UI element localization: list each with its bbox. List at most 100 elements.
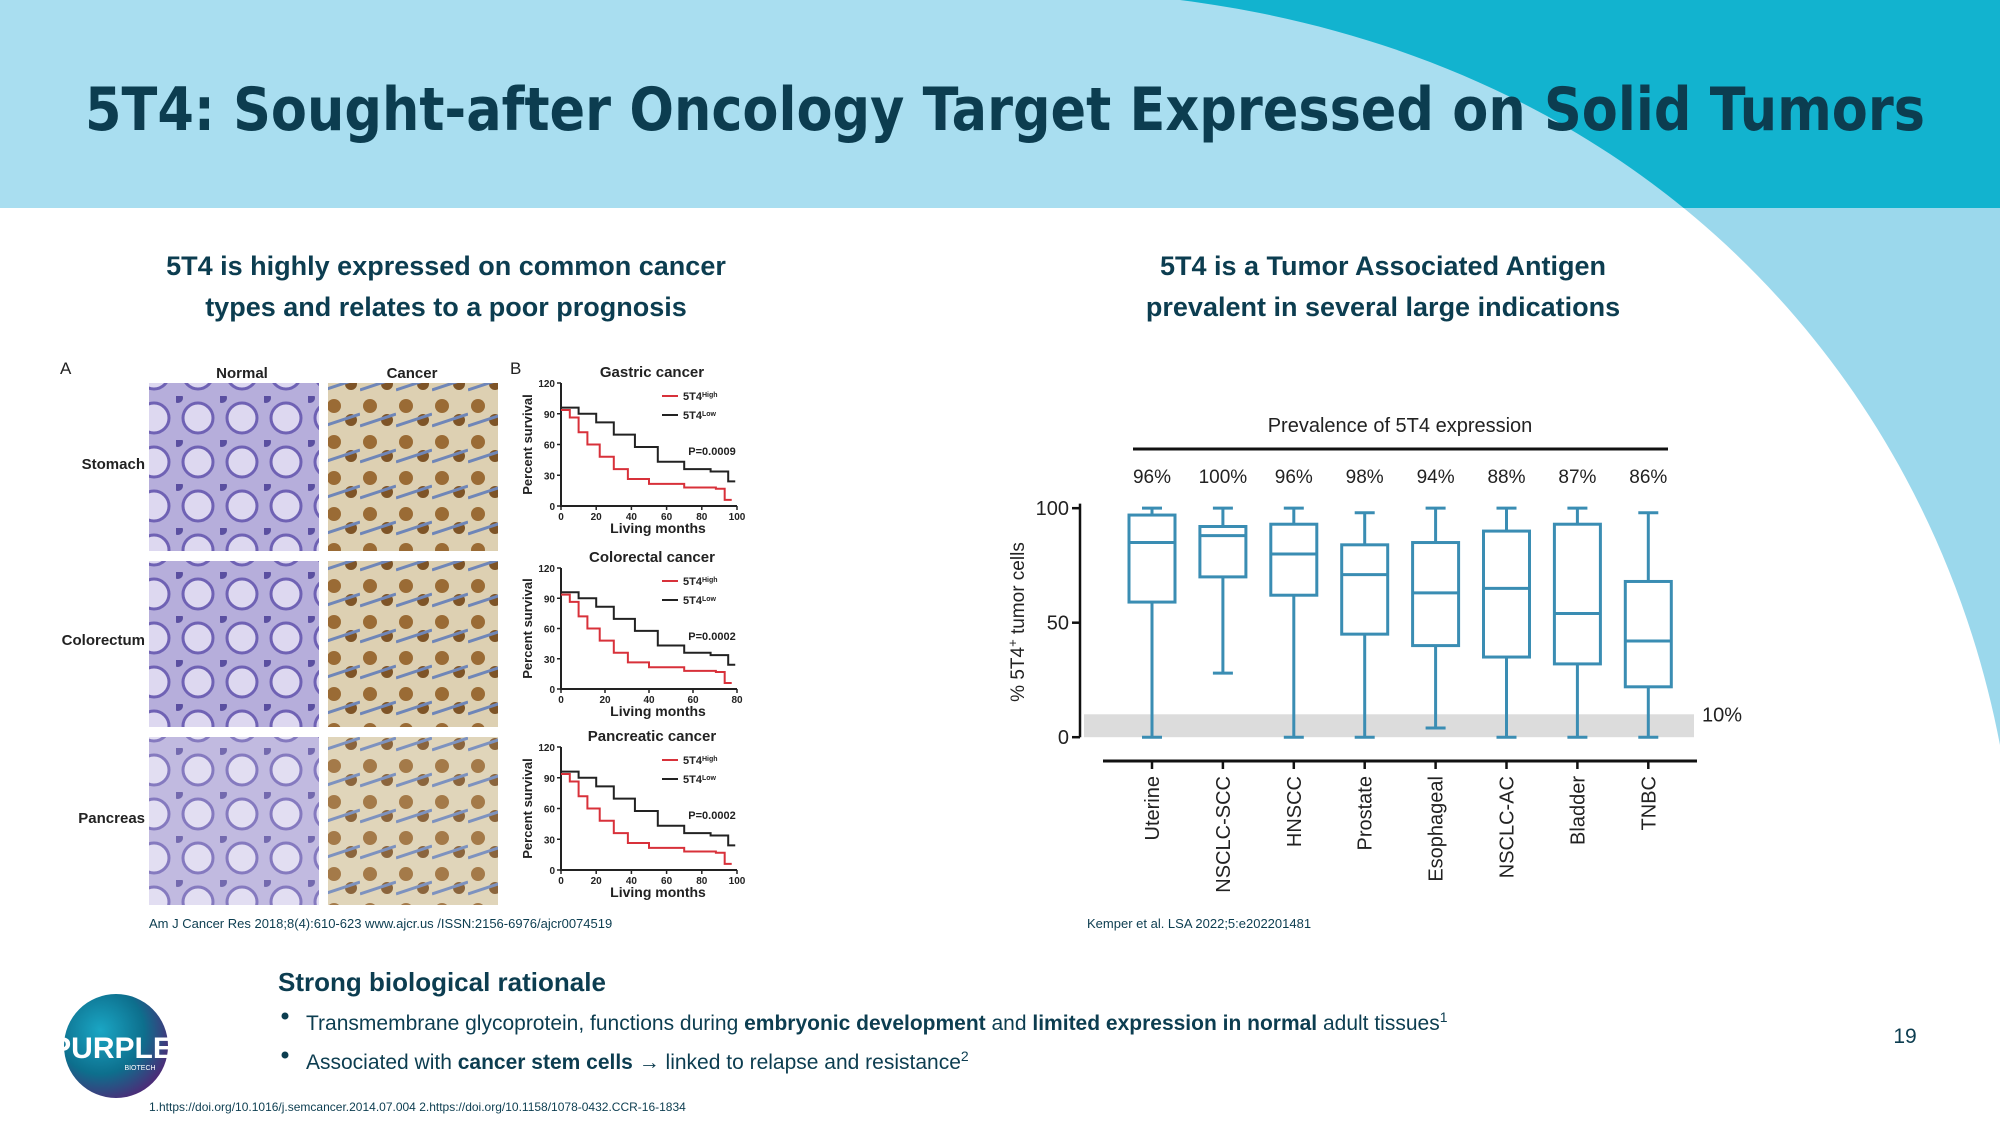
box	[1482, 529, 1531, 659]
x-tick-label: 0	[558, 695, 564, 706]
threshold-label: 10%	[1702, 704, 1742, 726]
legend-label: 5T4Low	[683, 595, 717, 607]
decor-arc-dark	[1180, 0, 2000, 208]
text-run: 1	[1440, 1009, 1448, 1025]
box	[1269, 522, 1319, 597]
y-tick-label: 0	[1058, 727, 1069, 749]
y-axis-label: Percent survival	[520, 758, 535, 858]
row-label: Stomach	[82, 456, 145, 473]
logo-text: PURPLE	[51, 1032, 173, 1065]
column-label: Cancer	[387, 365, 438, 382]
histology-image	[328, 383, 498, 551]
legend-sup: Low	[702, 775, 717, 782]
bullet-dot	[281, 1051, 289, 1059]
y-tick-label: 0	[549, 866, 555, 877]
threshold-band	[1084, 714, 1694, 738]
survival-curve	[561, 591, 736, 666]
panel-heading: types and relates to a poor prognosis	[205, 292, 687, 322]
logo-circle	[64, 994, 168, 1098]
prevalence-label: 98%	[1346, 467, 1384, 488]
survival-plots: Gastric cancer 0 30 60 90 120 0 20 40 60 80 100 Livi…	[520, 364, 746, 900]
legend-sup: Low	[702, 596, 717, 603]
x-tick-label: 60	[661, 512, 673, 523]
y-axis-label: Percent survival	[520, 578, 535, 678]
p-value: P=0.0009	[688, 446, 735, 458]
survival-curve	[561, 406, 736, 483]
x-axis-label: Living months	[610, 703, 706, 719]
x-tick-label: 40	[626, 876, 638, 887]
text-run: → linked to relapse and resistance	[633, 1051, 961, 1074]
category-label: NSCLC-SCC	[1213, 776, 1235, 893]
prevalence-label: 94%	[1417, 467, 1455, 488]
histology-image	[149, 383, 319, 551]
x-tick-label: 40	[643, 695, 655, 706]
x-tick-label: 20	[591, 876, 603, 887]
y-axis-label: % 5T4+ tumor cells	[1005, 542, 1030, 702]
logo-subtext: BIOTECH	[124, 1065, 155, 1072]
y-tick-label: 120	[538, 743, 555, 754]
legend-base: 5T4	[683, 410, 703, 422]
prevalence-label: 100%	[1199, 467, 1248, 488]
survival-curve	[561, 409, 732, 501]
legend-base: 5T4	[683, 774, 703, 786]
legend-base: 5T4	[683, 576, 703, 588]
panel-heading: 5T4 is highly expressed on common cancer	[166, 251, 726, 281]
y-tick-label: 120	[538, 564, 555, 575]
category-label: TNBC	[1638, 776, 1660, 830]
y-tick-label: 90	[544, 410, 556, 421]
prevalence-label: 87%	[1558, 467, 1596, 488]
survival-curve	[561, 773, 732, 865]
label-run: tumor cells	[1008, 542, 1029, 639]
label-run: +	[1005, 639, 1020, 647]
box	[1552, 522, 1602, 666]
slide-title: 5T4: Sought-after Oncology Target Expres…	[85, 75, 1925, 145]
x-axis-label: Living months	[610, 884, 706, 900]
x-tick-label: 80	[696, 876, 708, 887]
plot-title: Gastric cancer	[600, 364, 704, 381]
bullet-text: Transmembrane glycoprotein, functions du…	[306, 1009, 1448, 1035]
histology-image	[149, 561, 319, 727]
x-tick-label: 80	[696, 512, 708, 523]
category-label: NSCLC-AC	[1497, 776, 1519, 878]
text-run: Transmembrane glycoprotein, functions du…	[306, 1012, 744, 1035]
box	[1340, 543, 1390, 636]
citation: Kemper et al. LSA 2022;5:e202201481	[1087, 916, 1311, 931]
y-tick-label: 30	[544, 471, 556, 482]
column-label: Normal	[216, 365, 268, 382]
legend-label: 5T4Low	[683, 774, 717, 786]
p-value: P=0.0002	[688, 810, 735, 822]
survival-curve	[561, 770, 736, 847]
prevalence-label: 88%	[1487, 467, 1525, 488]
panel-letter: B	[510, 359, 521, 378]
x-tick-label: 20	[591, 512, 603, 523]
legend-sup: High	[702, 756, 718, 763]
box	[1198, 525, 1248, 579]
legend-base: 5T4	[683, 755, 703, 767]
legend-label: 5T4High	[683, 391, 718, 403]
y-axis-label: Percent survival	[520, 394, 535, 494]
panel-heading: 5T4 is a Tumor Associated Antigen	[1160, 251, 1606, 281]
text-run: embryonic development	[744, 1012, 986, 1035]
y-tick-label: 30	[544, 835, 556, 846]
x-tick-label: 60	[687, 695, 699, 706]
citation: Am J Cancer Res 2018;8(4):610-623 www.aj…	[149, 916, 612, 931]
y-tick-label: 90	[544, 774, 556, 785]
x-tick-label: 40	[626, 512, 638, 523]
panel-letter: A	[60, 359, 72, 378]
legend-label: 5T4Low	[683, 410, 717, 422]
y-tick-label: 60	[544, 625, 556, 636]
category-label: Bladder	[1567, 776, 1589, 845]
legend-label: 5T4High	[683, 576, 718, 588]
histology-image	[328, 561, 498, 727]
chart-title: Prevalence of 5T4 expression	[1268, 415, 1533, 437]
prevalence-label: 86%	[1629, 467, 1667, 488]
panel-heading: prevalent in several large indications	[1146, 292, 1620, 322]
y-tick-label: 60	[544, 805, 556, 816]
row-label: Colorectum	[62, 632, 145, 649]
x-tick-label: 20	[599, 695, 611, 706]
box-plot: 10% Prevalence of 5T4 expression 0 50 100 % 5…	[1005, 415, 1743, 893]
y-tick-label: 0	[549, 502, 555, 513]
plot-title: Colorectal cancer	[589, 549, 715, 566]
y-tick-label: 30	[544, 655, 556, 666]
